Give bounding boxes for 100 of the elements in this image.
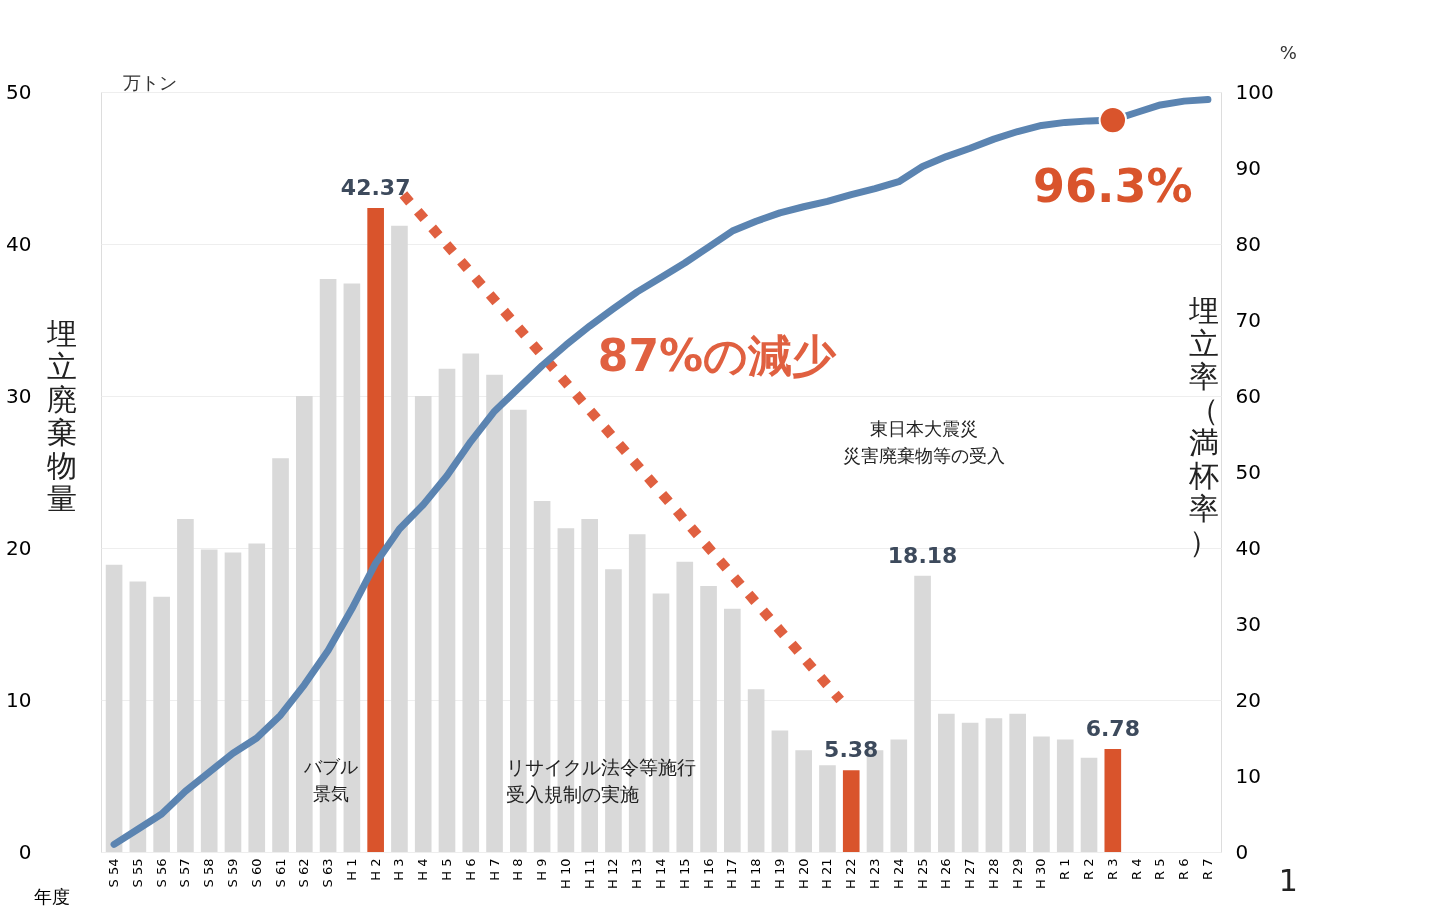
bar xyxy=(700,586,717,852)
y-tick-label: 0 xyxy=(18,839,32,864)
x-tick-label: S 56 xyxy=(153,858,169,888)
bar xyxy=(129,581,147,852)
x-tick-label: R 6 xyxy=(1176,858,1192,880)
x-tick-label: H 18 xyxy=(748,858,764,889)
x-tick-label: S 57 xyxy=(177,858,193,888)
x-tick-label: H 23 xyxy=(867,858,883,889)
bar xyxy=(1080,757,1098,852)
y2-tick-label: 30 xyxy=(1235,611,1261,636)
x-tick-label: H 27 xyxy=(962,858,978,889)
annotation: バブル xyxy=(302,756,358,778)
bar xyxy=(462,353,480,852)
y2-axis-title: 埋立率（満杯率） xyxy=(1188,293,1220,560)
bar xyxy=(414,396,432,852)
y2-tick-label: 10 xyxy=(1235,763,1261,788)
bar xyxy=(747,689,765,852)
bar xyxy=(819,765,836,852)
x-tick-label: H 22 xyxy=(843,858,859,889)
bar xyxy=(177,519,194,852)
x-tick-label: H 1 xyxy=(343,858,359,881)
y-tick-label: 50 xyxy=(6,79,32,104)
annotation: 受入規制の実施 xyxy=(506,783,640,805)
data-label: 42.37 xyxy=(340,174,411,200)
x-tick-label: R 4 xyxy=(1128,858,1144,880)
bar xyxy=(842,770,860,852)
y2-tick-label: 40 xyxy=(1235,535,1261,560)
data-label: 5.38 xyxy=(824,737,879,763)
bar xyxy=(1056,739,1074,852)
x-tick-label: H 29 xyxy=(1009,858,1025,889)
x-tick-label: H 19 xyxy=(771,858,787,889)
y2-tick-label: 70 xyxy=(1235,307,1261,332)
annotation: 87%の減少 xyxy=(597,330,838,381)
bar xyxy=(1033,736,1050,852)
y-tick-label: 40 xyxy=(6,231,32,256)
x-tick-label: S 63 xyxy=(320,858,336,888)
x-tick-label: R 7 xyxy=(1199,858,1215,880)
y-tick-label: 30 xyxy=(6,383,32,408)
annotation: 東日本大震災 xyxy=(870,418,979,440)
annotation: 災害廃棄物等の受入 xyxy=(843,444,1006,466)
y2-tick-label: 100 xyxy=(1235,79,1274,104)
x-tick-label: S 58 xyxy=(201,858,217,888)
x-tick-label: H 8 xyxy=(510,858,526,881)
x-tick-label: H 14 xyxy=(653,858,668,889)
bar xyxy=(1104,748,1122,852)
x-tick-label: H 21 xyxy=(819,858,835,889)
x-tick-label: S 54 xyxy=(106,858,122,888)
bar xyxy=(771,730,789,852)
y2-tick-label: 60 xyxy=(1235,383,1261,408)
y-tick-label: 10 xyxy=(6,687,32,712)
x-tick-label: H 2 xyxy=(367,858,383,881)
data-label: 18.18 xyxy=(887,542,958,568)
bar xyxy=(890,739,908,852)
bar xyxy=(367,207,384,852)
x-tick-label: H 20 xyxy=(795,858,811,889)
x-tick-label: S 62 xyxy=(296,858,312,888)
x-tick-label: H 26 xyxy=(938,858,954,889)
bar xyxy=(105,564,123,852)
bar xyxy=(676,561,694,852)
x-tick-label: H 16 xyxy=(700,858,716,889)
bar xyxy=(985,718,1003,852)
bar xyxy=(200,549,218,852)
y2-tick-label: 0 xyxy=(1235,839,1249,864)
bar xyxy=(438,368,456,852)
bar xyxy=(486,374,503,852)
bar xyxy=(272,458,289,852)
x-tick-label: R 1 xyxy=(1057,858,1073,880)
x-tick-label: H 30 xyxy=(1033,858,1049,889)
x-axis-title: 年度 xyxy=(33,885,70,906)
x-tick-label: H 12 xyxy=(605,858,621,889)
y2-tick-label: 50 xyxy=(1235,459,1261,484)
annotation: 万トン xyxy=(123,72,178,94)
bar xyxy=(724,608,741,852)
y2-tick-label: 20 xyxy=(1235,687,1261,712)
x-tick-label: H 4 xyxy=(415,858,431,881)
x-tick-label: R 3 xyxy=(1104,858,1120,880)
bar xyxy=(1009,713,1027,852)
x-tick-label: S 59 xyxy=(224,858,240,888)
y-axis-title: 埋立廃棄物量 xyxy=(45,316,77,516)
bar xyxy=(914,575,931,852)
x-tick-label: H 25 xyxy=(914,858,930,889)
x-tick-label: H 11 xyxy=(581,858,597,889)
x-tick-label: H 17 xyxy=(724,858,740,889)
bar xyxy=(248,543,266,852)
bar xyxy=(153,596,170,852)
data-label: 96.3% xyxy=(1033,159,1193,214)
bar xyxy=(961,722,979,852)
x-tick-label: S 61 xyxy=(272,858,288,888)
x-tick-label: H 13 xyxy=(629,858,645,889)
annotation: リサイクル法令等施行 xyxy=(506,756,697,779)
bar xyxy=(224,552,242,852)
bar xyxy=(391,225,408,852)
bar xyxy=(795,750,812,852)
bar xyxy=(938,713,955,852)
x-tick-label: H 24 xyxy=(890,858,906,889)
x-tick-label: R 5 xyxy=(1152,858,1168,880)
x-tick-label: H 6 xyxy=(462,858,478,881)
x-tick-label: H 28 xyxy=(985,858,1001,889)
text: % xyxy=(1279,42,1297,63)
x-tick-label: H 15 xyxy=(676,858,692,889)
